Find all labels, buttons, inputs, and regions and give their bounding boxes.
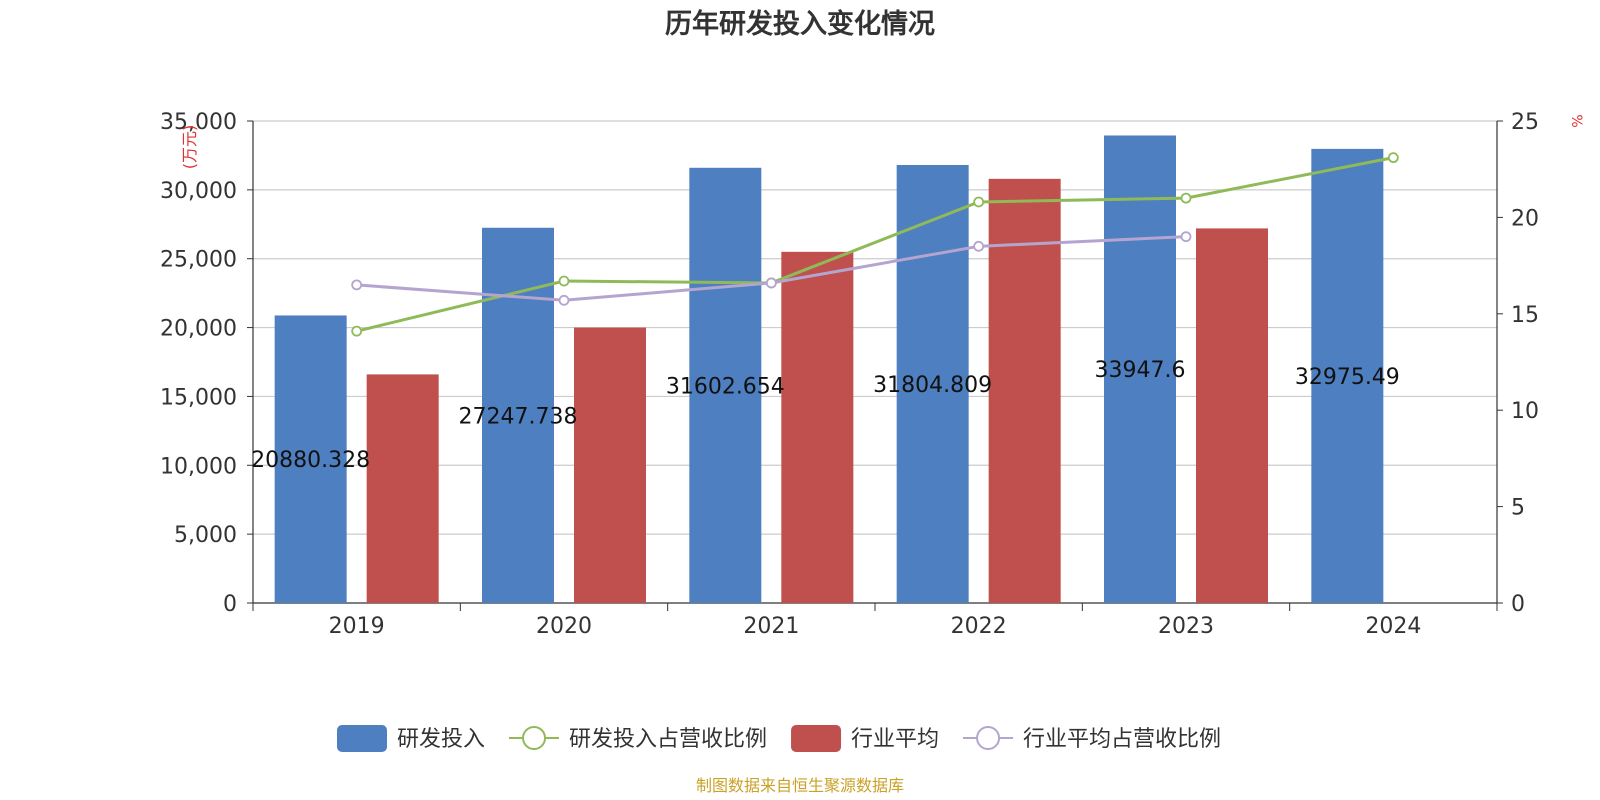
left-axis-tick-label: 15,000 — [160, 385, 237, 410]
bar-value-label: 27247.738 — [459, 404, 578, 429]
legend-swatch-marker — [976, 726, 1001, 750]
right-axis-unit: % — [1568, 114, 1584, 127]
bar — [1104, 135, 1176, 604]
axes: 0 5,000 10,000 15,000 20,000 25,000 30,000 35,0… — [160, 110, 1539, 639]
left-axis-tick-label: 5,000 — [174, 523, 237, 548]
legend-swatch-bar — [337, 725, 387, 752]
line-point — [351, 279, 363, 291]
bar — [896, 165, 969, 603]
bar — [482, 227, 554, 604]
bar — [574, 327, 646, 603]
left-axis-tick-label: 25,000 — [160, 248, 237, 273]
line-point — [351, 325, 363, 337]
left-axis-tick-label: 35,000 — [160, 110, 237, 135]
bar-value-label: 20880.328 — [251, 448, 370, 473]
bar-value-label: 31602.654 — [666, 374, 785, 399]
bar-value-label: 33947.6 — [1095, 358, 1186, 383]
line-point — [1180, 231, 1192, 243]
left-axis-tick-label: 20,000 — [160, 317, 237, 342]
grid-lines — [253, 120, 1497, 535]
x-axis-label: 2022 — [951, 614, 1007, 639]
left-axis-tick-label: 30,000 — [160, 179, 237, 204]
series-line — [356, 235, 1187, 302]
bar — [1311, 148, 1384, 603]
right-axis-tick-label: 5 — [1511, 496, 1525, 521]
right-axis-tick-label: 0 — [1511, 592, 1525, 617]
x-axis-label: 2020 — [536, 614, 592, 639]
legend: 研发投入 研发投入占营收比例 行业平均 行业平均占营收比例 — [337, 725, 1221, 752]
line-point — [765, 277, 777, 289]
series-line — [356, 156, 1394, 333]
legend-label: 研发投入 — [397, 727, 485, 752]
line-point — [1387, 152, 1399, 164]
line-point — [558, 275, 570, 287]
right-axis-tick-label: 10 — [1511, 399, 1539, 424]
bar-value-labels: 20880.328 27247.738 31602.654 31804.809 3394… — [251, 358, 1400, 473]
right-axis-tick-label: 25 — [1511, 110, 1539, 135]
legend-swatch-marker — [522, 726, 547, 750]
left-axis-tick-label: 10,000 — [160, 454, 237, 479]
x-axis-label: 2019 — [329, 614, 385, 639]
left-axis-tick-label: 0 — [223, 592, 237, 617]
bars — [274, 135, 1384, 604]
bar — [1196, 228, 1268, 603]
line-point — [973, 240, 985, 252]
source-note: 制图数据来自恒生聚源数据库 — [696, 776, 904, 795]
right-axis-tick-label: 20 — [1511, 206, 1539, 231]
bar — [689, 167, 762, 603]
chart-title: 历年研发投入变化情况 — [665, 8, 935, 40]
line-point — [973, 196, 985, 208]
left-axis-unit: (万元) — [180, 125, 199, 170]
legend-swatch-bar — [791, 725, 842, 752]
x-axis-label: 2023 — [1158, 614, 1214, 639]
x-axis-label: 2021 — [743, 614, 799, 639]
legend-label: 行业平均 — [851, 727, 939, 752]
bar — [366, 374, 439, 603]
bar — [274, 315, 347, 603]
right-axis-tick-label: 15 — [1511, 303, 1539, 328]
bar — [781, 251, 854, 604]
legend-label: 研发投入占营收比例 — [569, 727, 767, 752]
lines — [351, 152, 1399, 337]
x-axis-label: 2024 — [1365, 614, 1421, 639]
bar-value-label: 32975.49 — [1295, 365, 1400, 390]
line-point — [1180, 192, 1192, 204]
bar — [988, 178, 1061, 603]
legend-label: 行业平均占营收比例 — [1023, 727, 1221, 752]
bar-value-label: 31804.809 — [873, 373, 992, 398]
line-point — [558, 294, 570, 306]
